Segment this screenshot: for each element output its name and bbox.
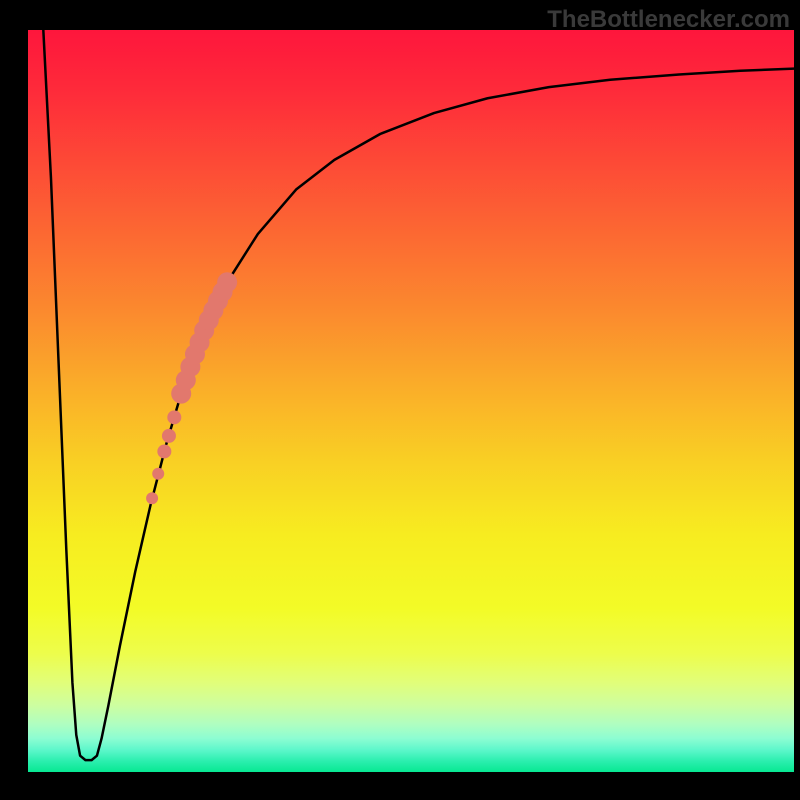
marker-dot [167,410,181,424]
marker-dot [217,272,237,292]
chart-frame: TheBottlenecker.com [0,0,800,800]
marker-dot [162,429,176,443]
marker-dot [146,492,158,504]
gradient-background [28,30,794,772]
marker-dot [157,444,171,458]
plot-area [28,30,794,772]
plot-svg [28,30,794,772]
marker-dot [152,468,164,480]
